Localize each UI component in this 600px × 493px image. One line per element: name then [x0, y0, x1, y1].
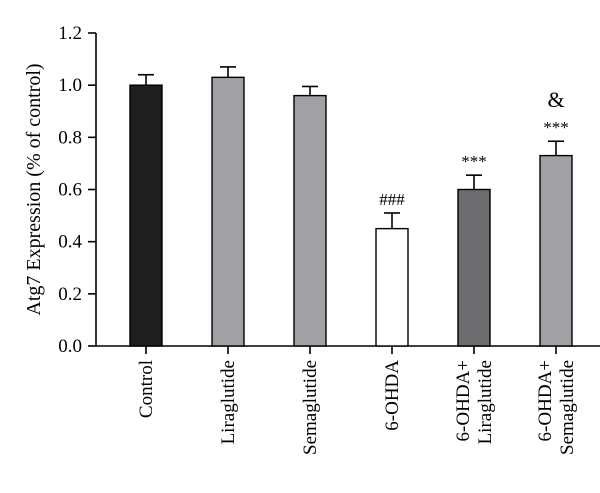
- bar: [129, 84, 163, 347]
- bar: [539, 154, 573, 347]
- bar: [457, 188, 491, 347]
- y-axis-label: Atg7 Expression (% of control): [23, 63, 45, 315]
- y-tick-label: 1.0: [58, 75, 82, 96]
- x-tick-label: 6-OHDA+: [453, 360, 474, 441]
- y-tick-label: 1.2: [58, 23, 82, 44]
- significance-annotation: ***: [461, 152, 487, 171]
- significance-annotation: ###: [379, 190, 405, 209]
- significance-annotation: ***: [543, 118, 569, 137]
- x-tick-label: 6-OHDA+: [535, 360, 556, 441]
- bar: [211, 76, 245, 347]
- x-tick-label: Semaglutide: [557, 360, 578, 455]
- x-tick-label: Control: [136, 360, 157, 418]
- bar: [293, 94, 327, 347]
- x-tick-label: Liraglutide: [475, 360, 496, 444]
- y-tick-label: 0.4: [58, 232, 82, 253]
- x-tick-label: Semaglutide: [300, 360, 321, 455]
- y-tick-label: 0.2: [58, 284, 82, 305]
- x-tick-label: Liraglutide: [218, 360, 239, 444]
- significance-annotation: &: [547, 87, 564, 112]
- y-tick-label: 0.6: [58, 180, 82, 201]
- y-tick-label: 0.8: [58, 127, 82, 148]
- x-tick-label: 6-OHDA: [382, 360, 403, 431]
- y-tick-label: 0.0: [58, 336, 82, 357]
- bar: [375, 227, 409, 347]
